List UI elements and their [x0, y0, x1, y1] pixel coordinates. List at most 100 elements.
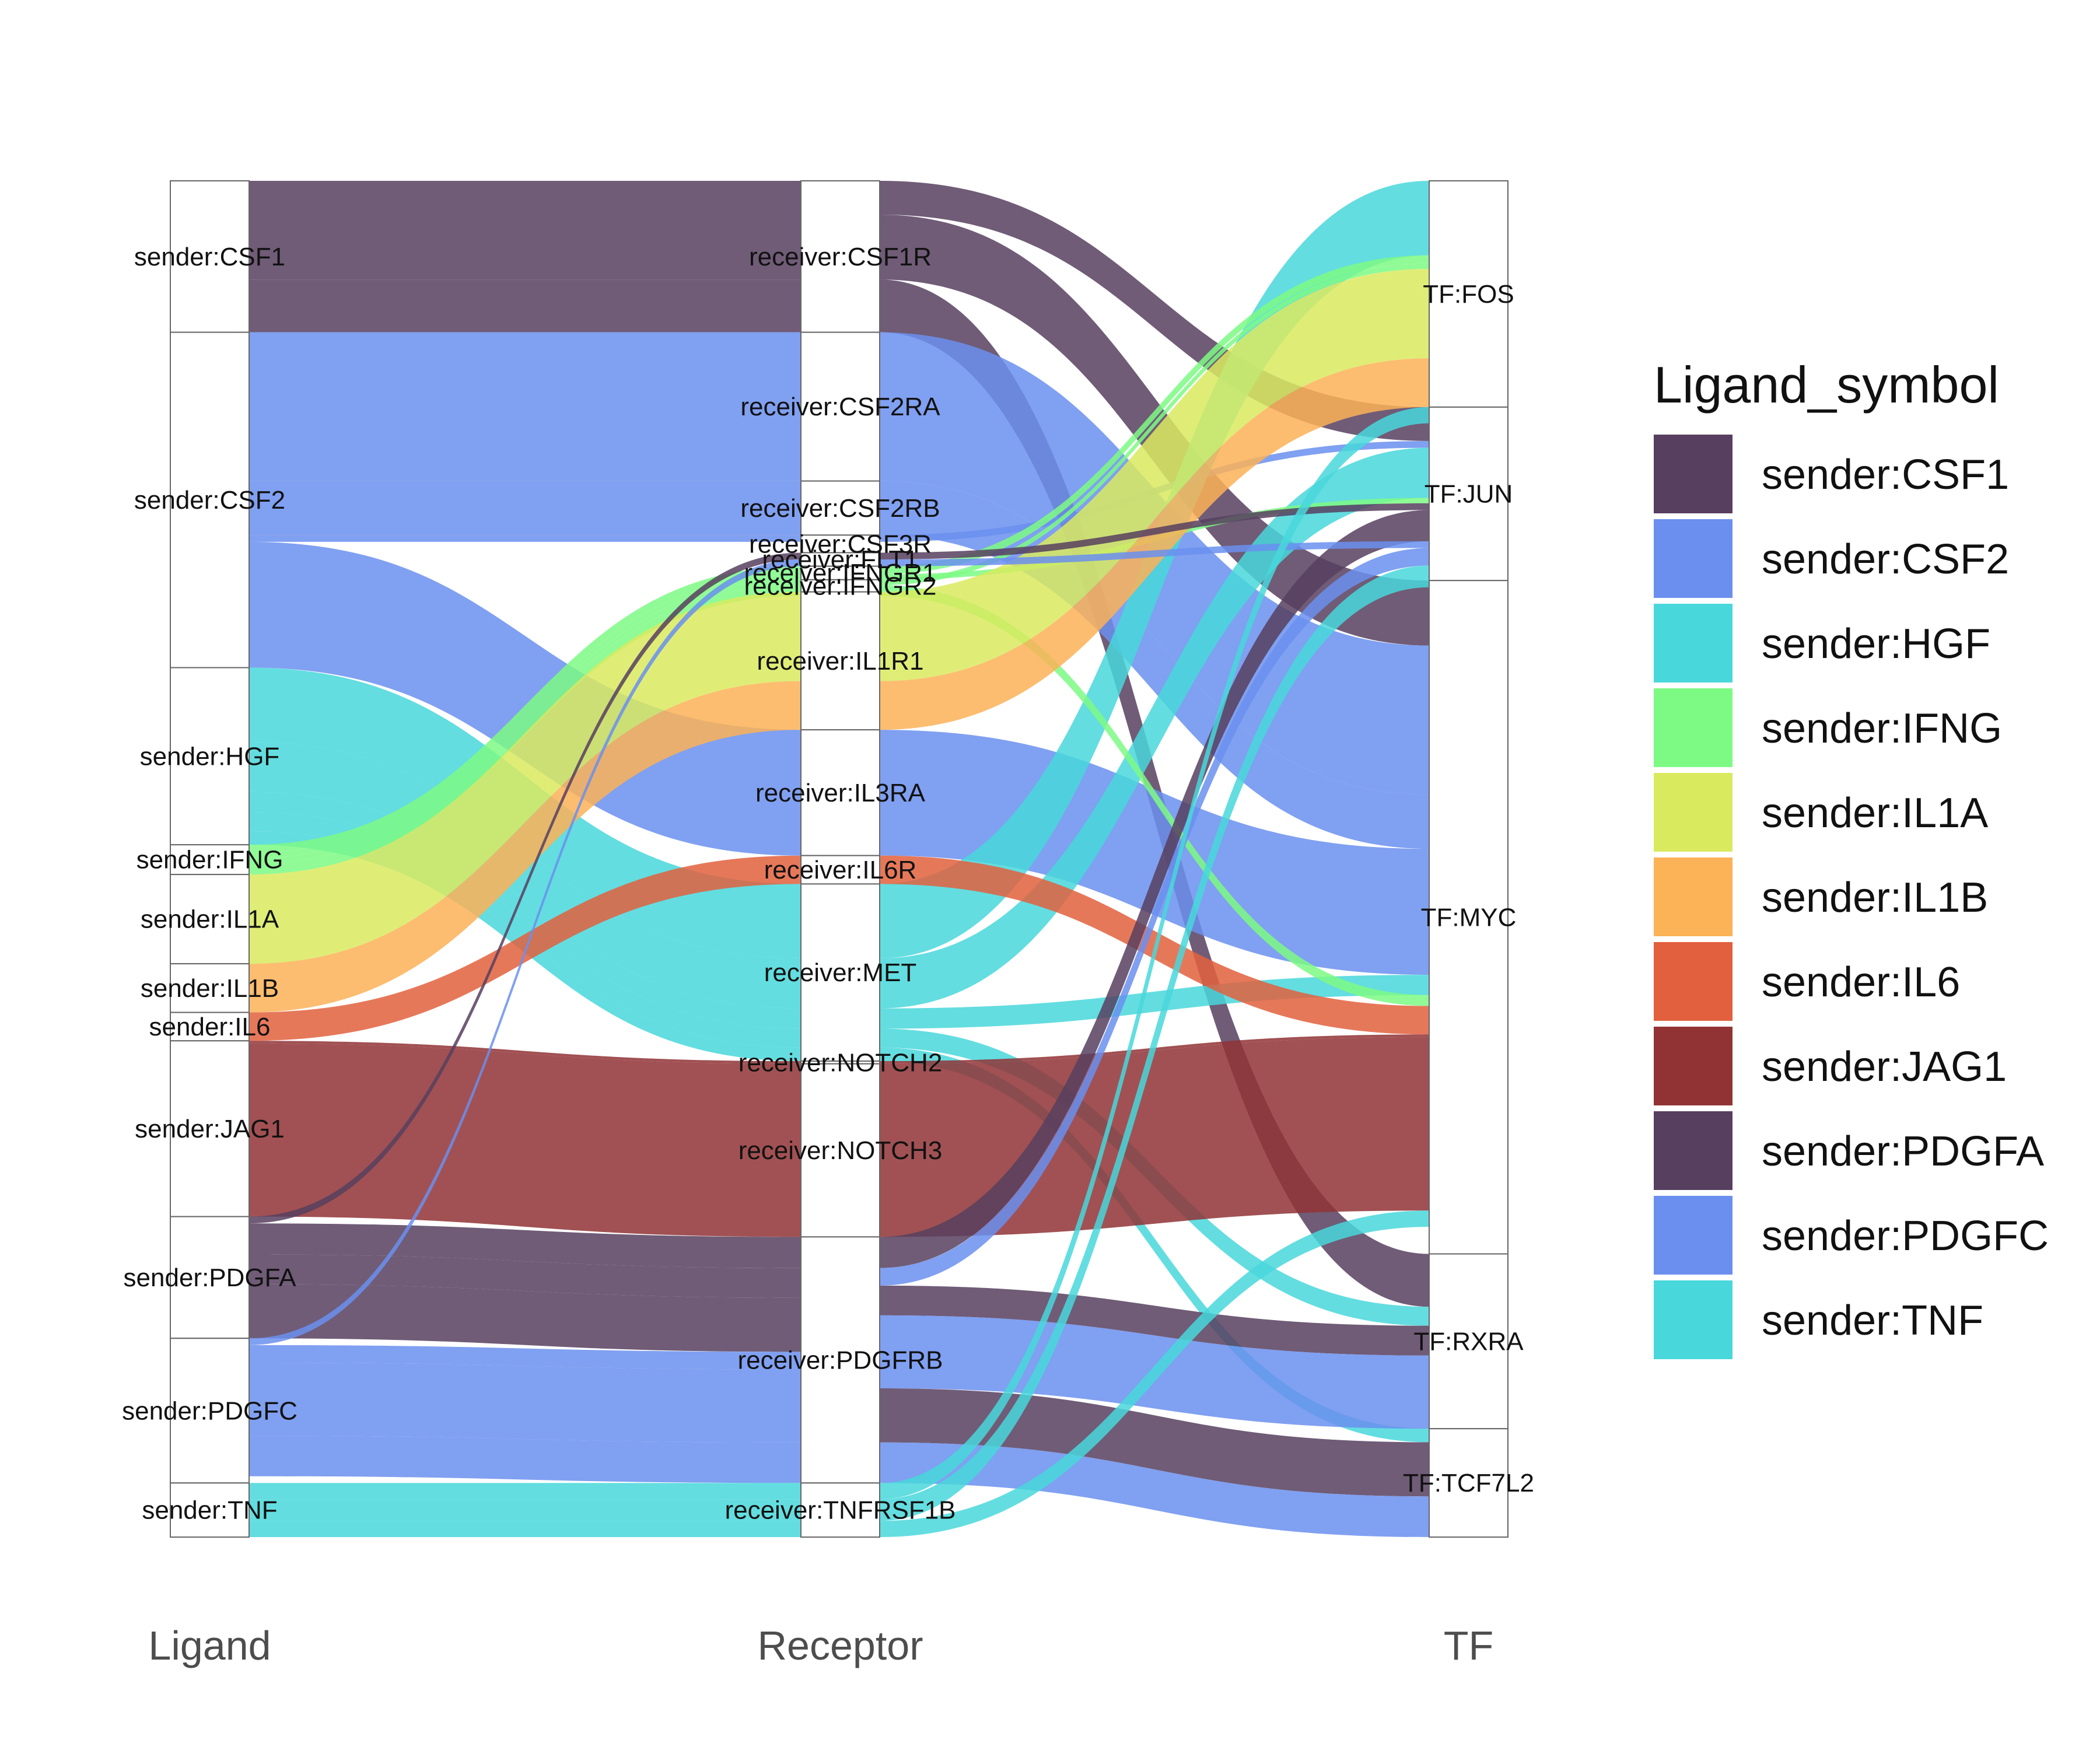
flow-sender-tnf-to-receiver-tnfrsf1b	[249, 1499, 801, 1521]
axis-label-ligand: Ligand	[148, 1623, 271, 1668]
stratum-label-receiver-met: receiver:MET	[764, 958, 917, 987]
flow-sender-pdgfc-to-receiver-pdgfrb	[249, 1345, 801, 1370]
stratum-tf-rxra	[1429, 1253, 1508, 1430]
stratum-sender-pdgfc	[170, 1338, 250, 1484]
node-labels-layer: sender:CSF1 sender:CSF2 sender:HGF sender:I…	[122, 243, 1534, 1525]
stratum-label-receiver-notch2: receiver:NOTCH2	[738, 1048, 943, 1077]
stratum-label-receiver-csf3r: receiver:CSF3R	[749, 530, 932, 558]
legend-label-sender-pdgfc: sender:PDGFC	[1762, 1213, 2049, 1259]
stratum-label-tf-rxra: TF:RXRA	[1413, 1327, 1524, 1356]
legend-items: sender:CSF1 sender:CSF2 sender:HGF sender:I…	[1654, 435, 2049, 1359]
stratum-label-sender-il6: sender:IL6	[149, 1013, 271, 1041]
flow-receiver-notch3-to-tf-myc	[880, 1037, 1429, 1237]
stratum-label-receiver-il3ra: receiver:IL3RA	[755, 779, 926, 807]
stratum-label-tf-myc: TF:MYC	[1421, 903, 1517, 932]
flow-sender-pdgfa-to-receiver-pdgfrb	[249, 1223, 801, 1268]
legend-swatch-sender-hgf	[1654, 604, 1732, 682]
flow-receiver-csf1r-to-tf-jun	[880, 181, 1429, 441]
stratum-sender-hgf	[170, 667, 250, 846]
stratum-label-tf-tcf7l2: TF:TCF7L2	[1403, 1469, 1534, 1497]
flow-receiver-il1r1-to-tf-fos	[880, 268, 1429, 681]
flow-sender-il6-to-receiver-il6r	[249, 855, 801, 1041]
flow-sender-csf2-to-receiver-csf2rb	[249, 481, 801, 536]
legend-swatch-sender-il1a	[1654, 773, 1732, 852]
flow-receiver-flt1-to-tf-jun	[880, 503, 1429, 560]
flow-receiver-pdgfrb-to-tf-jun	[880, 548, 1429, 1286]
flow-sender-ifng-to-receiver-ifngr2	[249, 579, 801, 864]
legend-swatch-sender-csf1	[1654, 435, 1732, 513]
legend-swatch-sender-jag1	[1654, 1027, 1732, 1105]
stratum-sender-pdgfa	[170, 1216, 250, 1339]
stratum-label-tf-jun: TF:JUN	[1424, 480, 1513, 509]
flow-sender-csf2-to-receiver-il3ra	[249, 541, 801, 856]
stratum-sender-jag1	[170, 1040, 250, 1217]
flow-receiver-pdgfrb-to-tf-tcf7l2	[880, 1442, 1429, 1537]
stratum-sender-csf1	[170, 180, 250, 333]
flow-sender-ifng-to-receiver-ifngr1	[249, 574, 801, 859]
legend-label-sender-jag1: sender:JAG1	[1762, 1044, 2007, 1090]
flow-sender-pdgfa-to-receiver-pdgfrb	[249, 1284, 801, 1352]
axis-label-tf: TF	[1444, 1623, 1494, 1668]
legend-label-sender-pdgfa: sender:PDGFA	[1762, 1128, 2044, 1175]
stratum-label-receiver-il6r: receiver:IL6R	[764, 856, 917, 884]
stratum-label-receiver-ifngr1: receiver:IFNGR1	[744, 559, 936, 587]
flow-sender-hgf-to-receiver-met	[249, 792, 801, 1029]
flow-receiver-tnfrsf1b-to-tf-jun	[880, 565, 1429, 1521]
axis-label-receptor: Receptor	[757, 1623, 923, 1668]
stratum-tf-tcf7l2	[1429, 1428, 1508, 1538]
legend: Ligand_symbol sender:CSF1 sender:CSF2 send…	[1654, 356, 2049, 1359]
stratum-label-sender-jag1: sender:JAG1	[135, 1115, 285, 1143]
legend-swatch-sender-csf2	[1654, 519, 1732, 598]
flow-receiver-il6r-to-tf-myc	[880, 855, 1429, 1035]
stratum-label-receiver-pdgfrb: receiver:PDGFRB	[737, 1346, 943, 1374]
stratum-label-sender-ifng: sender:IFNG	[136, 846, 284, 874]
flow-sender-csf1-to-receiver-csf1r	[249, 181, 801, 215]
flow-receiver-csf1r-to-tf-myc	[880, 214, 1429, 646]
flow-sender-pdgfc-to-receiver-pdgfrb	[249, 1436, 801, 1483]
legend-swatch-sender-pdgfc	[1654, 1196, 1732, 1275]
stratum-label-tf-fos: TF:FOS	[1423, 280, 1514, 309]
flow-sender-csf2-to-receiver-csf3r	[249, 535, 801, 542]
stratum-label-sender-pdgfc: sender:PDGFC	[122, 1396, 298, 1425]
flow-sender-ifng-to-receiver-ifngr1	[249, 566, 801, 853]
flow-sender-pdgfa-to-receiver-flt1	[249, 552, 801, 1224]
stratum-receiver-csf2ra	[800, 331, 880, 482]
legend-swatch-sender-il1b	[1654, 858, 1732, 936]
axis-labels-layer: Ligand Receptor TF	[148, 1623, 1493, 1668]
legend-swatch-sender-tnf	[1654, 1280, 1732, 1359]
flow-sender-il1b-to-receiver-il1r1	[249, 681, 801, 1013]
flow-sender-tnf-to-receiver-tnfrsf1b	[249, 1483, 801, 1500]
stratum-sender-il1a	[170, 874, 250, 965]
legend-label-sender-il6: sender:IL6	[1762, 959, 1960, 1006]
stratum-receiver-il1r1	[800, 591, 880, 731]
flow-sender-pdgfa-to-receiver-pdgfrb	[249, 1254, 801, 1298]
flow-sender-pdgfc-to-receiver-flt1	[249, 559, 801, 1345]
flow-sender-il1a-to-receiver-il1r1	[249, 592, 801, 964]
flow-sender-csf1-to-receiver-csf1r	[249, 214, 801, 280]
flow-sender-hgf-to-receiver-met	[249, 741, 801, 1009]
flow-sender-csf2-to-receiver-csf2ra	[249, 332, 801, 481]
legend-label-sender-csf1: sender:CSF1	[1762, 452, 2009, 498]
flow-receiver-tnfrsf1b-to-tf-myc	[880, 1210, 1429, 1537]
stratum-sender-tnf	[170, 1482, 250, 1538]
stratum-label-receiver-tnfrsf1b: receiver:TNFRSF1B	[724, 1496, 956, 1525]
stratum-label-sender-csf1: sender:CSF1	[134, 243, 285, 271]
legend-swatch-sender-il6	[1654, 942, 1732, 1021]
stratum-tf-myc	[1429, 580, 1508, 1255]
flow-receiver-met-to-tf-myc	[880, 975, 1429, 1029]
stratum-sender-ifng	[170, 844, 250, 876]
stratum-label-receiver-csf2rb: receiver:CSF2RB	[740, 494, 940, 523]
stratum-receiver-pdgfrb	[800, 1236, 880, 1484]
flow-sender-csf1-to-receiver-csf1r	[249, 279, 801, 332]
legend-label-sender-ifng: sender:IFNG	[1762, 705, 2002, 752]
flow-sender-pdgfc-to-receiver-pdgfrb	[249, 1362, 801, 1443]
flow-sender-tnf-to-receiver-tnfrsf1b	[249, 1521, 801, 1537]
flow-receiver-il1r1-to-tf-fos	[880, 358, 1429, 730]
flow-sender-jag1-to-receiver-notch3	[249, 1043, 801, 1237]
stratum-label-receiver-flt1: receiver:FLT1	[762, 545, 918, 574]
legend-title: Ligand_symbol	[1654, 356, 1999, 414]
flow-receiver-ifngr2-to-tf-myc	[880, 585, 1429, 1006]
stratum-label-receiver-csf1r: receiver:CSF1R	[749, 243, 932, 271]
legend-label-sender-csf2: sender:CSF2	[1762, 536, 2009, 583]
